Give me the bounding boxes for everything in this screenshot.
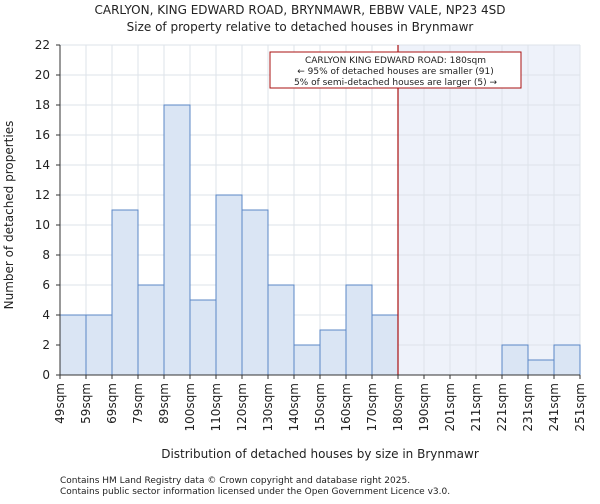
y-tick-label: 12	[35, 188, 50, 202]
x-tick-label: 69sqm	[105, 383, 119, 424]
bar	[163, 104, 191, 376]
bar	[189, 299, 217, 376]
y-axis-label: Number of detached properties	[2, 121, 16, 310]
x-tick-label: 180sqm	[391, 383, 405, 431]
bar	[59, 314, 87, 376]
bar	[527, 359, 555, 376]
x-tick-label: 100sqm	[183, 383, 197, 431]
bar	[293, 344, 321, 376]
bar	[241, 209, 269, 376]
bar	[501, 344, 529, 376]
highlight-region	[398, 45, 580, 375]
bar	[85, 314, 113, 376]
annotation-line-1: CARLYON KING EDWARD ROAD: 180sqm	[305, 56, 486, 66]
x-tick-label: 110sqm	[209, 383, 223, 431]
x-tick-label: 201sqm	[443, 383, 457, 431]
footer-line-2: Contains public sector information licen…	[60, 487, 450, 497]
x-tick-label: 49sqm	[53, 383, 67, 424]
bar	[137, 284, 165, 376]
y-tick-label: 0	[42, 368, 50, 382]
y-tick-label: 18	[35, 98, 50, 112]
x-tick-label: 211sqm	[469, 383, 483, 431]
x-tick-label: 120sqm	[235, 383, 249, 431]
y-tick-label: 10	[35, 218, 50, 232]
bar	[215, 194, 243, 376]
y-tick-label: 8	[42, 248, 50, 262]
x-tick-label: 251sqm	[573, 383, 587, 431]
marker-annotation: CARLYON KING EDWARD ROAD: 180sqm ← 95% o…	[269, 51, 522, 89]
x-tick-label: 241sqm	[547, 383, 561, 431]
x-tick-label: 79sqm	[131, 383, 145, 424]
x-tick-label: 221sqm	[495, 383, 509, 431]
x-tick-label: 130sqm	[261, 383, 275, 431]
chart-subtitle: Size of property relative to detached ho…	[127, 20, 474, 34]
annotation-line-2: ← 95% of detached houses are smaller (91…	[297, 67, 494, 77]
x-tick-label: 89sqm	[157, 383, 171, 424]
y-tick-label: 6	[42, 278, 50, 292]
bar	[371, 314, 399, 376]
x-tick-label: 170sqm	[365, 383, 379, 431]
x-tick-label: 231sqm	[521, 383, 535, 431]
y-tick-label: 14	[35, 158, 50, 172]
y-tick-label: 20	[35, 68, 50, 82]
y-tick-label: 2	[42, 338, 50, 352]
footer-line-1: Contains HM Land Registry data © Crown c…	[60, 476, 410, 486]
bar	[553, 344, 581, 376]
x-tick-label: 190sqm	[417, 383, 431, 431]
chart-title: CARLYON, KING EDWARD ROAD, BRYNMAWR, EBB…	[94, 3, 505, 17]
x-axis-label: Distribution of detached houses by size …	[161, 447, 479, 461]
annotation-line-3: 5% of semi-detached houses are larger (5…	[294, 78, 498, 88]
x-tick-label: 140sqm	[287, 383, 301, 431]
bar	[319, 329, 347, 376]
x-tick-label: 160sqm	[339, 383, 353, 431]
bar	[111, 209, 139, 376]
y-tick-label: 16	[35, 128, 50, 142]
annotation-box	[269, 51, 522, 89]
y-tick-label: 22	[35, 38, 50, 52]
y-tick-label: 4	[42, 308, 50, 322]
x-tick-label: 59sqm	[79, 383, 93, 424]
x-tick-label: 150sqm	[313, 383, 327, 431]
bar	[267, 284, 295, 376]
bar	[345, 284, 373, 376]
